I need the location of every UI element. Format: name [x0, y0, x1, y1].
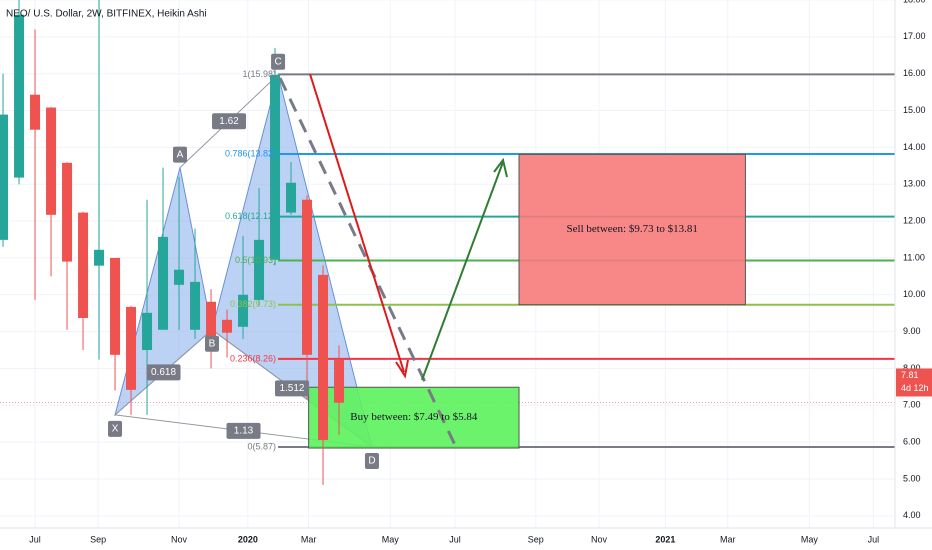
y-tick-label: 8.00 [903, 363, 921, 373]
point-badge [364, 452, 379, 469]
y-tick-label: 6.00 [903, 437, 921, 447]
price-badge [896, 368, 932, 397]
y-tick-label: 10.00 [903, 289, 926, 299]
point-badge [172, 146, 187, 163]
x-tick-label: Jul [868, 534, 880, 544]
chart-title: NEO/ U.S. Dollar, 2W, BITFINEX, Heikin A… [6, 9, 207, 20]
price-zone [518, 153, 746, 306]
fib-label: 0.618(12.12) [225, 211, 276, 221]
point-badge [108, 420, 123, 437]
candle-body [142, 312, 153, 351]
y-tick-label: 12.00 [903, 215, 926, 225]
zone-label: Buy between: $7.49 to $5.84 [350, 411, 478, 423]
candle-body [0, 114, 9, 240]
x-tick-label: May [382, 534, 400, 544]
candle-body [222, 319, 233, 333]
candle-body [190, 281, 201, 330]
candle-body [206, 301, 217, 345]
ratio-badge [146, 364, 181, 381]
point-badge [271, 53, 286, 70]
candle-body [110, 257, 121, 355]
point-badge [204, 335, 219, 352]
candle-body [30, 94, 41, 130]
down-arrow-head [395, 359, 409, 379]
fib-label: 0.5(10.93) [235, 255, 276, 265]
x-tick-label: Sep [90, 534, 106, 544]
x-tick-label: May [801, 534, 819, 544]
ratio-badge [274, 380, 309, 397]
x-tick-label: Sep [528, 534, 544, 544]
y-tick-label: 18.00 [903, 0, 926, 4]
y-tick-label: 13.00 [903, 179, 926, 189]
candle-body [302, 199, 313, 355]
candle-body [78, 212, 89, 318]
up-arrow [421, 161, 504, 381]
candle-body [254, 239, 265, 300]
x-tick-label: Nov [591, 534, 608, 544]
x-tick-label: Jul [449, 534, 461, 544]
candle-body [174, 269, 185, 285]
point-label: X [112, 424, 119, 435]
ratio-badge [226, 422, 261, 439]
candle-body [158, 236, 169, 330]
candle-body [318, 274, 329, 440]
point-label: B [209, 338, 216, 349]
candle-body [334, 359, 345, 403]
fib-label: 1(15.98) [243, 69, 277, 79]
fib-label: 0.382(9.73) [230, 299, 276, 309]
point-label: D [368, 456, 375, 467]
x-tick-label: Jul [29, 534, 41, 544]
ratio-label: 1.512 [279, 383, 304, 394]
last-price-label: 7.81 [901, 370, 919, 380]
candle-body [46, 107, 57, 215]
candle-body [14, 14, 25, 178]
candle-body [238, 294, 249, 327]
point-label: A [177, 149, 184, 160]
ratio-badge [212, 113, 247, 130]
up-arrow-head [493, 157, 508, 178]
y-tick-label: 16.00 [903, 68, 926, 78]
ratio-label: 0.618 [151, 367, 176, 378]
y-tick-label: 4.00 [903, 510, 921, 520]
fib-label: 0.786(13.82) [225, 148, 276, 158]
y-tick-label: 17.00 [903, 31, 926, 41]
point-label: C [274, 56, 281, 67]
x-tick-label: 2021 [655, 534, 675, 544]
countdown-label: 4d 12h [901, 383, 929, 393]
y-tick-label: 7.00 [903, 400, 921, 410]
candle-body [270, 74, 281, 260]
x-tick-label: Mar [720, 534, 736, 544]
zone-label: Sell between: $9.73 to $13.81 [567, 223, 698, 235]
y-tick-label: 5.00 [903, 473, 921, 483]
ratio-label: 1.62 [219, 116, 239, 127]
down-arrow [309, 73, 405, 373]
candle-body [126, 306, 137, 390]
ratio-label: 1.13 [234, 426, 254, 437]
y-tick-label: 15.00 [903, 105, 926, 115]
candle-body [94, 249, 105, 266]
x-tick-label: 2020 [238, 534, 258, 544]
y-tick-label: 11.00 [903, 252, 925, 262]
candle-body [62, 162, 73, 262]
y-tick-label: 14.00 [903, 142, 926, 152]
y-tick-label: 9.00 [903, 326, 921, 336]
x-tick-label: Nov [171, 534, 188, 544]
fib-label: 0.236(8.26) [230, 353, 276, 363]
candle-body [286, 182, 297, 213]
fib-label: 0(5.87) [248, 441, 277, 451]
x-tick-label: Mar [301, 534, 317, 544]
